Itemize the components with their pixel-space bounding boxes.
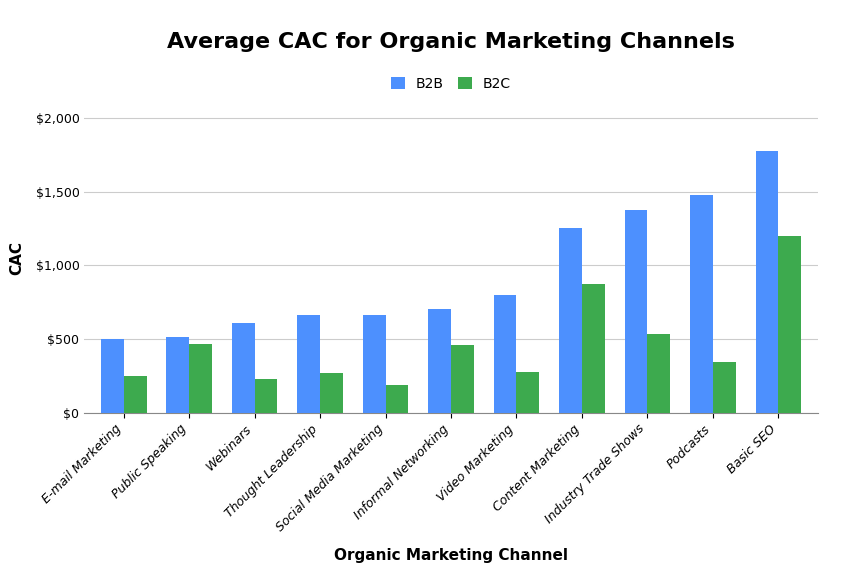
Title: Average CAC for Organic Marketing Channels: Average CAC for Organic Marketing Channe… (167, 32, 735, 52)
Bar (647, 333, 670, 413)
Bar (166, 337, 189, 413)
Bar (428, 309, 451, 413)
Bar (297, 315, 320, 413)
Bar (690, 195, 713, 413)
Bar (189, 344, 212, 413)
Bar (778, 236, 802, 413)
Bar (124, 376, 147, 413)
Y-axis label: CAC: CAC (9, 241, 24, 275)
Bar (517, 372, 540, 413)
Bar (100, 339, 124, 413)
Bar (559, 229, 582, 413)
Legend: B2B, B2C: B2B, B2C (384, 70, 518, 98)
Bar (320, 373, 343, 413)
X-axis label: Organic Marketing Channel: Organic Marketing Channel (334, 548, 568, 563)
Bar (713, 363, 736, 413)
Bar (755, 151, 778, 413)
Bar (493, 295, 517, 413)
Bar (362, 315, 385, 413)
Bar (255, 379, 277, 413)
Bar (232, 323, 255, 413)
Bar (582, 284, 605, 413)
Bar (625, 210, 647, 413)
Bar (451, 345, 474, 413)
Bar (385, 385, 409, 413)
